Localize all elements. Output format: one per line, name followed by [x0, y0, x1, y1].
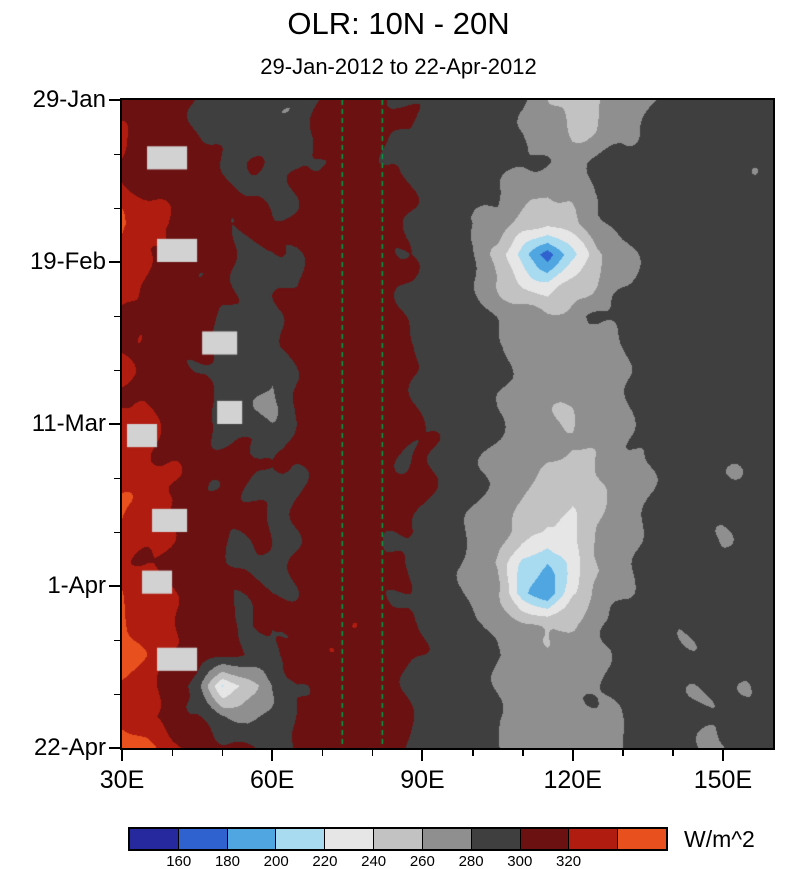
colorbar-tick-label: 300: [507, 853, 533, 869]
colorbar: [128, 827, 668, 851]
y-minor-tick: [114, 207, 120, 209]
x-axis-tick-label: 120E: [543, 766, 602, 794]
colorbar-tick-label: 240: [361, 853, 387, 869]
colorbar-cell: [569, 829, 619, 849]
x-minor-tick: [622, 750, 624, 756]
y-major-tick: [109, 747, 120, 749]
colorbar-tick-label: 160: [166, 853, 192, 869]
y-axis-tick-label: 22-Apr: [33, 734, 106, 761]
y-axis-tick-label: 29-Jan: [32, 86, 106, 113]
x-minor-tick: [672, 750, 674, 756]
chart-title: OLR: 10N - 20N: [287, 6, 510, 41]
colorbar-cell: [520, 829, 570, 849]
colorbar-cell: [374, 829, 423, 849]
colorbar-cell: [422, 829, 472, 849]
colorbar-cell: [471, 829, 521, 849]
colorbar-tick-label: 280: [458, 853, 484, 869]
heatmap-canvas: [122, 100, 773, 748]
colorbar-cell: [325, 829, 375, 849]
y-major-tick: [109, 423, 120, 425]
x-axis-tick-label: 90E: [400, 766, 445, 794]
colorbar-cell: [130, 829, 179, 849]
y-major-tick: [109, 585, 120, 587]
x-major-tick: [121, 750, 123, 761]
colorbar-cell: [227, 829, 277, 849]
x-major-tick: [571, 750, 574, 761]
x-major-tick: [421, 750, 424, 761]
x-axis-tick-label: 150E: [693, 766, 753, 794]
y-minor-tick: [114, 639, 120, 641]
colorbar-tick-label: 260: [409, 853, 435, 869]
y-minor-tick: [114, 153, 120, 155]
colorbar-cell: [276, 829, 326, 849]
chart-subtitle: 29-Jan-2012 to 22-Apr-2012: [260, 54, 537, 79]
y-minor-tick: [114, 315, 120, 317]
colorbar-tick-label: 180: [214, 853, 240, 869]
colorbar-tick-label: 200: [263, 853, 289, 869]
x-major-tick: [721, 750, 724, 761]
colorbar-tick-label: 220: [312, 853, 338, 869]
x-minor-tick: [371, 750, 374, 756]
colorbar-cell: [618, 829, 666, 849]
colorbar-cell: [178, 829, 228, 849]
y-minor-tick: [114, 693, 120, 695]
y-axis-tick-label: 19-Feb: [29, 248, 106, 275]
x-minor-tick: [321, 750, 324, 756]
x-minor-tick: [472, 750, 474, 756]
y-axis-tick-label: 11-Mar: [31, 410, 106, 437]
colorbar-tick-label: 320: [556, 853, 582, 869]
x-major-tick: [271, 750, 274, 761]
x-minor-tick: [522, 750, 524, 756]
y-minor-tick: [114, 477, 120, 479]
x-axis-tick-label: 30E: [99, 766, 145, 794]
plot-area: [120, 98, 775, 750]
y-major-tick: [109, 99, 120, 101]
y-minor-tick: [114, 531, 120, 533]
colorbar-unit-label: W/m^2: [684, 826, 755, 852]
x-axis-tick-label: 60E: [249, 766, 295, 794]
y-major-tick: [109, 261, 120, 263]
x-minor-tick: [171, 750, 174, 756]
x-minor-tick: [221, 750, 224, 756]
y-axis-tick-label: 1-Apr: [47, 572, 106, 599]
y-minor-tick: [114, 369, 120, 371]
